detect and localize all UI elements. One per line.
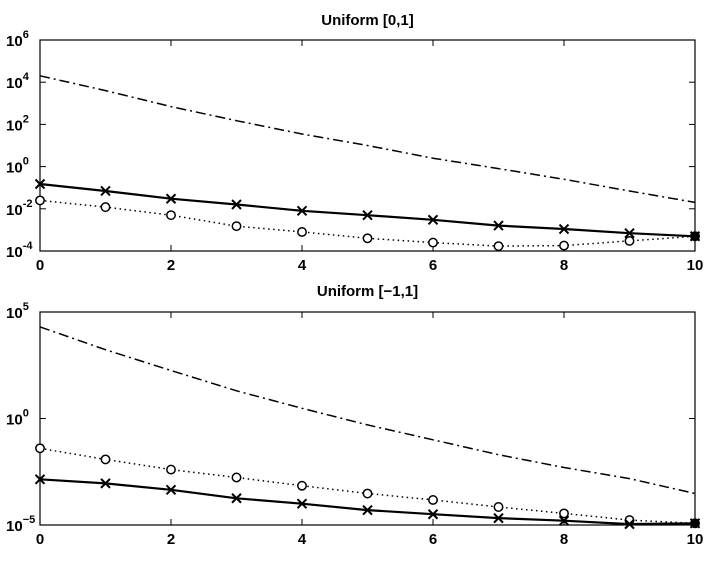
- data-point-circle-marker: [100, 454, 111, 465]
- data-point-circle-marker: [559, 508, 569, 519]
- data-point-x-marker: [231, 199, 242, 210]
- data-point-x-marker: [100, 185, 111, 197]
- data-point-circle-marker: [493, 241, 504, 252]
- data-point-circle-marker: [100, 202, 111, 213]
- data-point-circle-marker: [428, 494, 438, 505]
- x-tick-label: 6: [429, 257, 437, 274]
- data-point-x-marker: [427, 509, 439, 520]
- data-point-circle-marker: [35, 195, 45, 206]
- data-point-circle-marker: [166, 210, 176, 221]
- data-point-x-marker: [362, 504, 373, 516]
- data-point-circle-marker: [493, 502, 504, 512]
- data-point-x-marker: [624, 227, 635, 239]
- data-point-circle-marker: [231, 221, 242, 232]
- y-tick-label: 10-4: [6, 240, 33, 261]
- x-tick-label: 4: [298, 531, 307, 548]
- x-tick-label: 2: [167, 531, 175, 548]
- x-tick-label: 8: [560, 257, 568, 274]
- data-point-circle-marker: [428, 237, 438, 248]
- series-line-solid: [39, 182, 696, 238]
- data-point-x-marker: [558, 223, 570, 235]
- data-point-x-marker: [624, 518, 635, 530]
- x-tick-label: 0: [36, 531, 44, 548]
- y-tick-label: 10-2: [6, 198, 32, 219]
- x-tick-label: 10: [687, 531, 704, 548]
- y-tick-label: 10−5: [6, 514, 35, 535]
- y-tick-label: 100: [6, 156, 29, 177]
- data-point-x-marker: [165, 484, 177, 495]
- data-point-circle-marker: [166, 464, 176, 475]
- chart-panel-1: Uniform [0,1] 0 2 4 6 8 10 106 104 102 100 10-2 10-4: [6, 12, 703, 274]
- y-tick-label: 102: [6, 113, 29, 134]
- data-point-circle-marker: [362, 233, 373, 244]
- data-point-circle-marker: [624, 235, 635, 246]
- chart-title: Uniform [−1,1]: [317, 283, 418, 300]
- data-point-x-marker: [100, 478, 111, 489]
- series-line-dashdot: [39, 75, 696, 204]
- y-tick-label: 100: [6, 408, 29, 429]
- x-tick-label: 4: [298, 257, 307, 274]
- data-point-x-marker: [165, 193, 177, 204]
- x-tick-label: 6: [429, 531, 437, 548]
- data-point-x-marker: [34, 178, 46, 190]
- chart-title: Uniform [0,1]: [321, 12, 414, 29]
- data-point-circle-marker: [362, 488, 373, 499]
- data-point-circle-marker: [297, 480, 307, 491]
- y-tick-label: 105: [6, 301, 29, 322]
- data-point-x-marker: [296, 498, 308, 509]
- x-tick-label: 0: [36, 257, 44, 274]
- data-point-x-marker: [427, 214, 439, 226]
- data-point-x-marker: [362, 209, 373, 221]
- data-point-circle-marker: [35, 443, 45, 454]
- data-point-x-marker: [34, 474, 46, 485]
- plot-frame: [39, 39, 696, 252]
- x-tick-label: 2: [167, 257, 175, 274]
- data-point-x-marker: [493, 220, 504, 231]
- data-point-circle-marker: [559, 240, 569, 251]
- y-tick-label: 106: [6, 29, 29, 50]
- end-point-square-marker: [691, 232, 699, 241]
- chart-panel-2: Uniform [−1,1] 0 2 4 6 8 10 105 100 10−5: [6, 283, 703, 548]
- data-point-circle-marker: [297, 226, 307, 237]
- series-line-dashdot: [39, 326, 696, 495]
- data-point-x-marker: [296, 205, 308, 217]
- x-tick-label: 10: [687, 257, 704, 274]
- data-point-x-marker: [231, 493, 242, 504]
- data-point-x-marker: [558, 515, 570, 526]
- data-point-circle-marker: [231, 472, 242, 483]
- data-point-x-marker: [493, 512, 504, 524]
- end-point-square-marker: [691, 519, 699, 528]
- y-tick-label: 104: [6, 71, 30, 92]
- x-tick-label: 8: [560, 531, 568, 548]
